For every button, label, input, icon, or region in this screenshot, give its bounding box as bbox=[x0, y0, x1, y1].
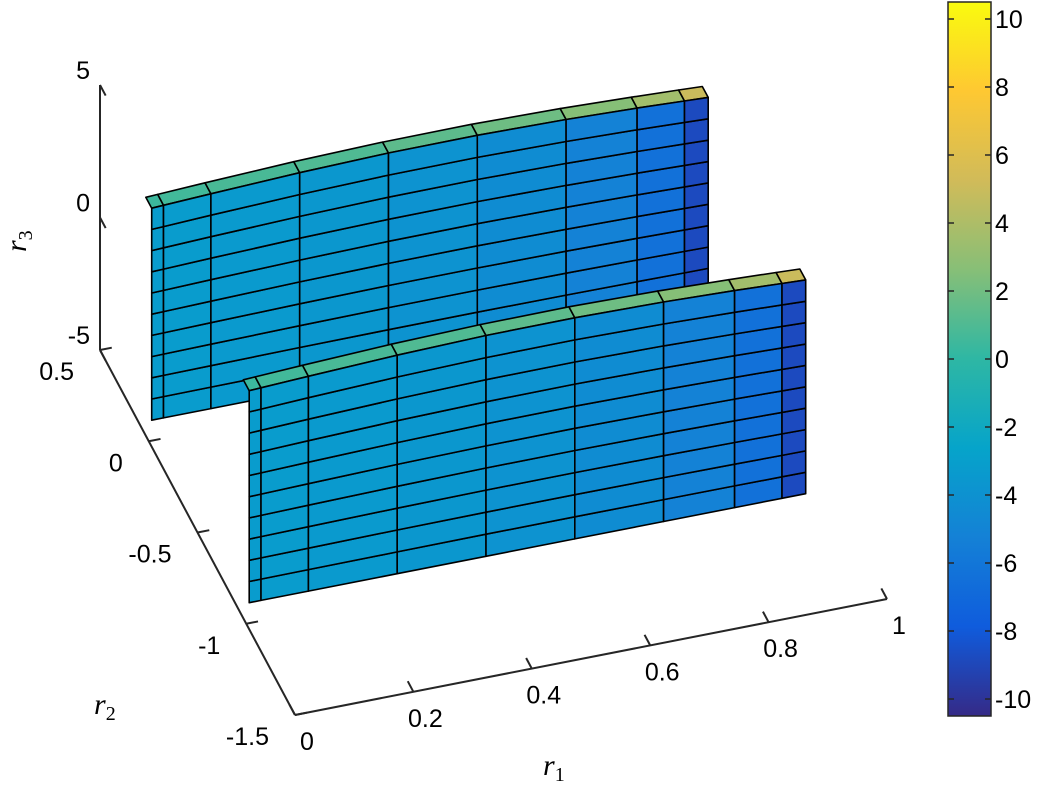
x-axis-label: r1 bbox=[543, 749, 565, 783]
colorbar-tick-label: -8 bbox=[995, 618, 1017, 646]
x-tick bbox=[643, 634, 652, 646]
surface-1-patch bbox=[683, 96, 710, 124]
z-tick bbox=[99, 217, 107, 229]
y-tick bbox=[246, 620, 259, 625]
colorbar-tick-label: 0 bbox=[995, 346, 1009, 374]
surface-2-patch bbox=[248, 514, 262, 540]
surface-2-patch bbox=[248, 386, 262, 413]
y-tick-label: -1 bbox=[198, 632, 220, 660]
y-tick-label: 0.5 bbox=[39, 358, 74, 386]
y-axis-label: r2 bbox=[94, 688, 116, 725]
surface-2 bbox=[242, 268, 807, 604]
surface-2-patch bbox=[248, 429, 262, 456]
surface-2-patch bbox=[248, 557, 262, 583]
x-tick-label: 0.2 bbox=[408, 705, 443, 733]
y-tick bbox=[197, 529, 210, 534]
surface-1-patch bbox=[150, 247, 165, 273]
x-tick-label: 0.6 bbox=[645, 658, 680, 686]
surface-2-patch bbox=[248, 535, 262, 562]
surface-2-patch bbox=[248, 493, 262, 519]
colorbar-tick-label: 6 bbox=[995, 142, 1009, 170]
colorbar-tick-label: 4 bbox=[995, 210, 1009, 238]
colorbar-tick-label: -4 bbox=[995, 482, 1017, 510]
x-tick-label: 0.8 bbox=[763, 635, 798, 663]
z-tick bbox=[99, 84, 107, 97]
z-tick-label: 0 bbox=[76, 190, 90, 218]
colorbar-gradient bbox=[947, 1, 992, 717]
surface-1-patch bbox=[150, 310, 165, 337]
axes-layer: 0 0.2 0.4 0.6 0.8 1 -1.5 -1 -0.5 0 0.5 -5 0 5 bbox=[39, 57, 906, 756]
y-tick bbox=[294, 711, 307, 716]
colorbar: 10 8 6 4 2 0 -2 -4 -6 -8 -10 bbox=[947, 1, 1031, 717]
surface-2-patch bbox=[248, 408, 262, 434]
surface-1-patch bbox=[150, 395, 165, 422]
z-axis-label: r3 bbox=[0, 230, 37, 252]
y-tick-label: -0.5 bbox=[128, 541, 171, 569]
x-tick-label: 0.4 bbox=[526, 682, 561, 710]
z-tick-label: 5 bbox=[76, 57, 90, 85]
x-tick bbox=[525, 657, 533, 670]
surface-1-patch bbox=[150, 225, 165, 252]
z-tick bbox=[99, 349, 107, 362]
y-tick-label: -1.5 bbox=[226, 723, 269, 751]
surface-1-patch bbox=[150, 289, 165, 316]
y-tick-label: 0 bbox=[109, 449, 123, 477]
surface-1-patch bbox=[150, 353, 165, 379]
colorbar-tick-label: 10 bbox=[995, 6, 1023, 34]
x-tick bbox=[880, 587, 888, 600]
surface-2-patch bbox=[248, 472, 262, 498]
x-tick bbox=[288, 703, 296, 716]
z-tick-label: -5 bbox=[68, 322, 90, 350]
y-tick bbox=[99, 346, 112, 351]
x-tick-label: 1 bbox=[892, 612, 906, 640]
surface-1 bbox=[145, 85, 710, 422]
colorbar-tick-label: 2 bbox=[995, 278, 1009, 306]
colorbar-tick-label: -2 bbox=[995, 414, 1017, 442]
x-tick bbox=[762, 611, 770, 623]
x-axis-line bbox=[294, 598, 888, 716]
surface-1-patch bbox=[150, 374, 165, 400]
x-tick-label: 0 bbox=[300, 728, 314, 756]
surface-2-patch bbox=[248, 450, 262, 477]
surface-1-patch bbox=[150, 268, 165, 294]
surface-2-patch bbox=[248, 578, 262, 604]
colorbar-tick-label: -10 bbox=[995, 686, 1031, 714]
surface-2-patch bbox=[781, 279, 807, 306]
surface-1-patch bbox=[150, 204, 165, 231]
surfaces-layer bbox=[145, 85, 807, 604]
axis-labels-layer: r1 r2 r3 bbox=[0, 230, 565, 786]
colorbar-tick-label: 8 bbox=[995, 74, 1009, 102]
y-tick bbox=[148, 437, 161, 443]
colorbar-tick-label: -6 bbox=[995, 550, 1017, 578]
x-tick bbox=[406, 680, 415, 693]
surface-1-patch bbox=[150, 332, 165, 358]
